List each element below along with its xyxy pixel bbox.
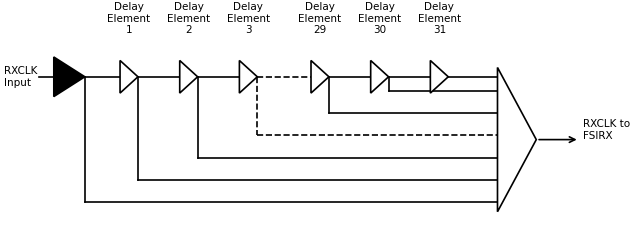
Polygon shape xyxy=(239,61,257,93)
Text: Delay
Element
31: Delay Element 31 xyxy=(418,2,461,35)
Polygon shape xyxy=(371,61,389,93)
Text: Delay
Element
1: Delay Element 1 xyxy=(108,2,151,35)
Polygon shape xyxy=(430,61,448,93)
Text: RXCLK
Input: RXCLK Input xyxy=(4,66,37,87)
Polygon shape xyxy=(311,61,329,93)
Polygon shape xyxy=(180,61,197,93)
Text: RXCLK to
FSIRX: RXCLK to FSIRX xyxy=(582,120,630,141)
Text: Delay
Element
2: Delay Element 2 xyxy=(167,2,210,35)
Text: Delay
Element
29: Delay Element 29 xyxy=(298,2,342,35)
Polygon shape xyxy=(498,67,536,212)
Text: Delay
Element
30: Delay Element 30 xyxy=(358,2,401,35)
Polygon shape xyxy=(54,57,85,97)
Text: Delay
Element
3: Delay Element 3 xyxy=(227,2,270,35)
Polygon shape xyxy=(120,61,138,93)
